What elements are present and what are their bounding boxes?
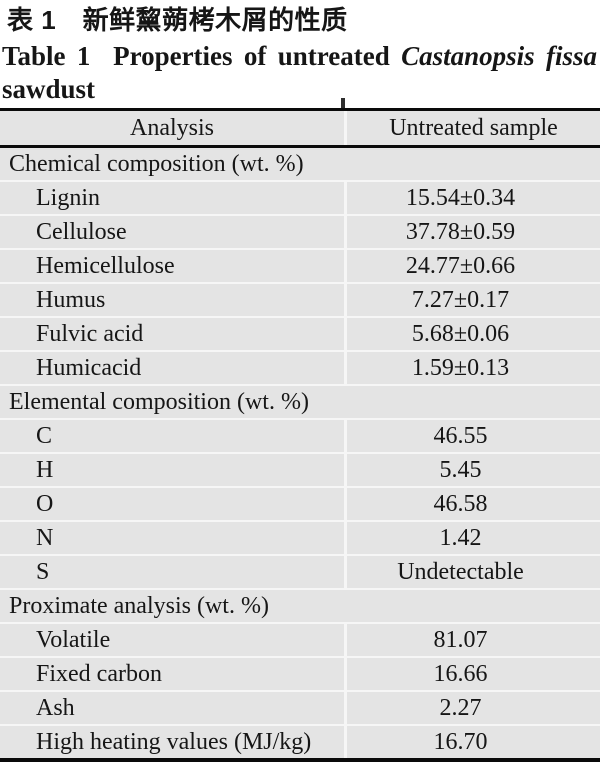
table-row: Cellulose 37.78±0.59	[0, 216, 600, 248]
section-label: Proximate analysis (wt. %)	[0, 590, 600, 622]
analysis-value: 81.07	[347, 624, 600, 656]
table-row: Hemicellulose 24.77±0.66	[0, 250, 600, 282]
table-row: Fulvic acid 5.68±0.06	[0, 318, 600, 350]
analysis-label: H	[0, 454, 344, 486]
analysis-label: Humicacid	[0, 352, 344, 384]
analysis-label: High heating values (MJ/kg)	[0, 726, 344, 758]
table-row: N 1.42	[0, 522, 600, 554]
analysis-value: 7.27±0.17	[347, 284, 600, 316]
analysis-label: C	[0, 420, 344, 452]
analysis-label: Ash	[0, 692, 344, 724]
section-header-row: Chemical composition (wt. %)	[0, 148, 600, 180]
table-body: Chemical composition (wt. %) Lignin 15.54±…	[0, 148, 600, 758]
section-label: Chemical composition (wt. %)	[0, 148, 600, 180]
analysis-value: 1.42	[347, 522, 600, 554]
table-title-english-continued: sawdust	[2, 74, 96, 104]
analysis-value: 46.55	[347, 420, 600, 452]
title-english-prefix: Table 1 Properties of untreated	[2, 41, 390, 71]
section-header-row: Proximate analysis (wt. %)	[0, 590, 600, 622]
table-title-english: Table 1 Properties of untreated Castanop…	[2, 40, 597, 73]
title-species-name: Castanopsis fissa	[401, 41, 598, 71]
table-row: Volatile 81.07	[0, 624, 600, 656]
analysis-value: 16.70	[347, 726, 600, 758]
section-label: Elemental composition (wt. %)	[0, 386, 600, 418]
table-header-row: Analysis Untreated sample	[0, 111, 600, 148]
analysis-value: Undetectable	[347, 556, 600, 588]
analysis-label: Volatile	[0, 624, 344, 656]
analysis-value: 24.77±0.66	[347, 250, 600, 282]
column-header-untreated-sample: Untreated sample	[347, 111, 600, 145]
analysis-label: Fixed carbon	[0, 658, 344, 690]
table-row: Fixed carbon 16.66	[0, 658, 600, 690]
analysis-value: 15.54±0.34	[347, 182, 600, 214]
table-row: Lignin 15.54±0.34	[0, 182, 600, 214]
analysis-value: 37.78±0.59	[347, 216, 600, 248]
table-row: Humicacid 1.59±0.13	[0, 352, 600, 384]
table-row: C 46.55	[0, 420, 600, 452]
table-row: H 5.45	[0, 454, 600, 486]
analysis-label: Lignin	[0, 182, 344, 214]
table-row: High heating values (MJ/kg) 16.70	[0, 726, 600, 758]
analysis-value: 5.68±0.06	[347, 318, 600, 350]
analysis-label: N	[0, 522, 344, 554]
analysis-value: 46.58	[347, 488, 600, 520]
analysis-label: Cellulose	[0, 216, 344, 248]
section-header-row: Elemental composition (wt. %)	[0, 386, 600, 418]
analysis-value: 5.45	[347, 454, 600, 486]
table-row: Ash 2.27	[0, 692, 600, 724]
analysis-label: Hemicellulose	[0, 250, 344, 282]
properties-table: Analysis Untreated sample Chemical compo…	[0, 98, 600, 762]
analysis-value: 16.66	[347, 658, 600, 690]
table-edge-tick-mark	[341, 98, 345, 108]
analysis-label: Fulvic acid	[0, 318, 344, 350]
table-row: Humus 7.27±0.17	[0, 284, 600, 316]
analysis-value: 1.59±0.13	[347, 352, 600, 384]
analysis-value: 2.27	[347, 692, 600, 724]
analysis-label: Humus	[0, 284, 344, 316]
table-title-chinese: 表 1 新鲜黧蒴栲木屑的性质	[7, 5, 348, 35]
column-header-analysis: Analysis	[0, 111, 344, 145]
analysis-label: O	[0, 488, 344, 520]
table-row: S Undetectable	[0, 556, 600, 588]
table-row: O 46.58	[0, 488, 600, 520]
analysis-label: S	[0, 556, 344, 588]
